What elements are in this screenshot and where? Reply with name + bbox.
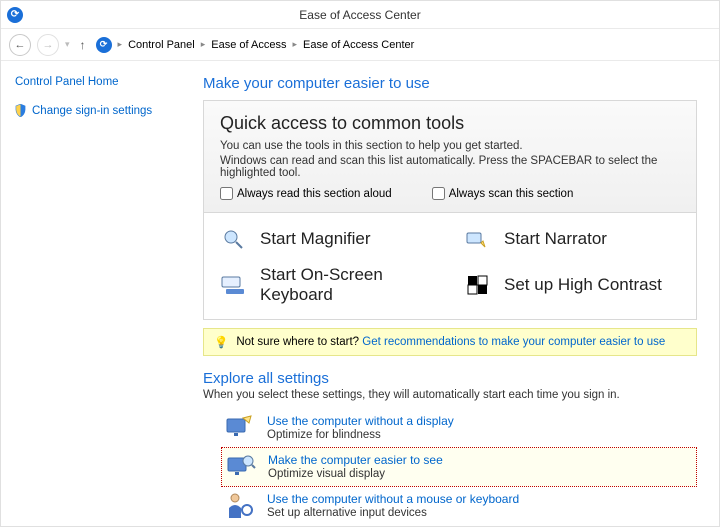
- sidebar: Control Panel Home Change sign-in settin…: [1, 61, 197, 526]
- hint-prefix: Not sure where to start?: [236, 336, 359, 348]
- window-title: Ease of Access Center: [299, 8, 420, 22]
- breadcrumb-control-panel[interactable]: Control Panel: [128, 39, 195, 51]
- magnifier-icon: [220, 227, 248, 251]
- setting-without-mouse-keyboard-desc: Set up alternative input devices: [267, 507, 519, 519]
- quick-access-instructions: Windows can read and scan this list auto…: [220, 155, 680, 179]
- breadcrumb-ease-of-access-center[interactable]: Ease of Access Center: [303, 39, 414, 51]
- narrator-icon: [464, 227, 492, 251]
- setting-without-mouse-keyboard[interactable]: Use the computer without a mouse or keyb…: [221, 487, 697, 525]
- setting-easier-to-see-desc: Optimize visual display: [268, 468, 443, 480]
- chevron-right-icon: ▸: [292, 39, 297, 50]
- monitor-magnify-icon: [226, 453, 256, 481]
- setting-without-display-desc: Optimize for blindness: [267, 429, 454, 441]
- nav-bar: ← → ▾ ↑ ⟳ ▸ Control Panel ▸ Ease of Acce…: [1, 29, 719, 61]
- setting-without-display-link[interactable]: Use the computer without a display: [267, 414, 454, 428]
- contrast-icon: [464, 273, 492, 297]
- quick-access-intro: You can use the tools in this section to…: [220, 140, 680, 152]
- app-icon: ⟳: [7, 7, 23, 23]
- setting-without-display[interactable]: Use the computer without a display Optim…: [221, 409, 697, 447]
- tool-narrator-label: Start Narrator: [504, 229, 607, 249]
- tool-start-magnifier[interactable]: Start Magnifier: [220, 227, 436, 251]
- tool-osk-label: Start On-Screen Keyboard: [260, 265, 436, 305]
- explore-subtext: When you select these settings, they wil…: [203, 389, 697, 401]
- quick-access-title: Quick access to common tools: [220, 113, 680, 134]
- up-button[interactable]: ↑: [76, 38, 90, 52]
- setting-easier-to-see-link[interactable]: Make the computer easier to see: [268, 453, 443, 467]
- chevron-right-icon: ▸: [118, 39, 123, 50]
- page-heading: Make your computer easier to use: [203, 75, 697, 92]
- checkbox-read-aloud-label: Always read this section aloud: [237, 188, 392, 200]
- control-panel-icon: ⟳: [96, 37, 112, 53]
- monitor-speech-icon: [225, 414, 255, 442]
- setting-without-mouse-keyboard-link[interactable]: Use the computer without a mouse or keyb…: [267, 492, 519, 506]
- sidebar-home-link[interactable]: Control Panel Home: [15, 73, 183, 91]
- breadcrumb-ease-of-access[interactable]: Ease of Access: [211, 39, 286, 51]
- quick-access-box: Quick access to common tools You can use…: [203, 100, 697, 213]
- explore-heading: Explore all settings: [203, 370, 697, 387]
- hint-link[interactable]: Get recommendations to make your compute…: [362, 336, 665, 348]
- tool-magnifier-label: Start Magnifier: [260, 229, 371, 249]
- chevron-right-icon: ▸: [201, 39, 206, 50]
- shield-icon: [15, 104, 26, 117]
- keyboard-icon: [220, 273, 248, 297]
- back-button[interactable]: ←: [9, 34, 31, 56]
- explore-settings-list: Use the computer without a display Optim…: [203, 409, 697, 525]
- person-accessibility-icon: [225, 492, 255, 520]
- tool-start-narrator[interactable]: Start Narrator: [464, 227, 680, 251]
- main-content: Make your computer easier to use Quick a…: [197, 61, 719, 526]
- tool-contrast-label: Set up High Contrast: [504, 275, 662, 295]
- setting-easier-to-see[interactable]: Make the computer easier to see Optimize…: [221, 447, 697, 487]
- history-dropdown-icon[interactable]: ▾: [65, 39, 70, 50]
- checkbox-scan-section-input[interactable]: [432, 187, 445, 200]
- title-bar: ⟳ Ease of Access Center: [1, 1, 719, 29]
- sidebar-signin-label: Change sign-in settings: [32, 105, 152, 117]
- checkbox-read-aloud-input[interactable]: [220, 187, 233, 200]
- forward-button[interactable]: →: [37, 34, 59, 56]
- checkbox-scan-section-label: Always scan this section: [449, 188, 574, 200]
- hint-bar: 💡 Not sure where to start? Get recommend…: [203, 328, 697, 356]
- checkbox-scan-section[interactable]: Always scan this section: [432, 187, 574, 200]
- sidebar-home-label: Control Panel Home: [15, 76, 119, 88]
- checkbox-read-aloud[interactable]: Always read this section aloud: [220, 187, 392, 200]
- breadcrumb: ⟳ ▸ Control Panel ▸ Ease of Access ▸ Eas…: [96, 37, 415, 53]
- tools-grid: Start Magnifier Start Narrator Start On-…: [203, 213, 697, 320]
- tool-start-osk[interactable]: Start On-Screen Keyboard: [220, 265, 436, 305]
- tool-high-contrast[interactable]: Set up High Contrast: [464, 265, 680, 305]
- lightbulb-icon: 💡: [214, 335, 228, 349]
- sidebar-signin-link[interactable]: Change sign-in settings: [15, 101, 183, 120]
